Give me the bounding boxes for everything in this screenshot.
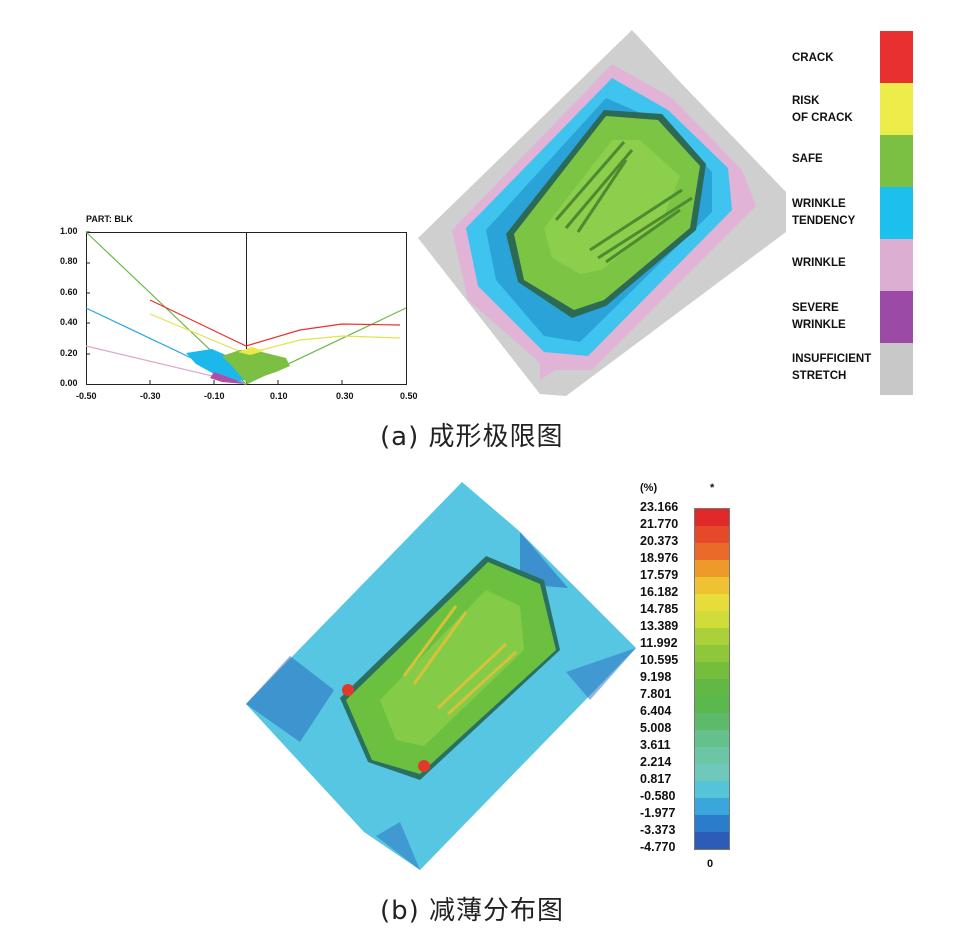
legend-b-value: 10.595	[640, 653, 679, 667]
legend-label-insufficient-stretch: INSUFFICIENT STRETCH	[792, 353, 872, 382]
fld-x-tick: -0.50	[76, 391, 97, 401]
legend-b-value: -1.977	[640, 806, 676, 820]
legend-b-swatch	[695, 696, 729, 713]
fld-x-tick: -0.10	[204, 391, 225, 401]
legend-b-value: -3.373	[640, 823, 676, 837]
caption-a: (a) 成形极限图	[380, 422, 564, 452]
legend-b-colorbar	[694, 508, 730, 850]
legend-swatch-severe-wrinkle	[880, 291, 913, 343]
legend-b-value: 6.404	[640, 704, 672, 718]
legend-b-swatch	[695, 713, 729, 730]
legend-b-value: 11.992	[640, 636, 678, 650]
fld-part-label: PART: BLK	[86, 214, 133, 224]
legend-b-unit: (%)	[640, 482, 658, 494]
legend-swatch-crack	[880, 31, 913, 83]
legend-b-swatch	[695, 798, 729, 815]
legend-b-value: -0.580	[640, 789, 676, 803]
part-b-thinning-map	[246, 482, 636, 870]
legend-swatch-insufficient-stretch	[880, 343, 913, 395]
legend-swatch-safe	[880, 135, 913, 187]
fld-chart: PART: BLK 1.00 0.80 0.60 0.40 0.20 0.00 …	[52, 210, 422, 410]
fld-y-tick: 0.80	[60, 256, 78, 266]
legend-b-value: 16.182	[640, 585, 679, 599]
legend-b-swatch	[695, 577, 729, 594]
fld-y-tick: 0.20	[60, 348, 78, 358]
legend-b-swatch	[695, 560, 729, 577]
legend-b-swatch	[695, 594, 729, 611]
legend-b-swatch	[695, 679, 729, 696]
legend-b-swatch	[695, 832, 729, 849]
legend-swatch-risk-of-crack	[880, 83, 913, 135]
legend-label-severe-wrinkle: SEVERE WRINKLE	[792, 302, 846, 331]
legend-b-swatch	[695, 526, 729, 543]
legend-b-values: 23.166 21.770 20.373 18.976 17.579 16.18…	[640, 500, 700, 857]
legend-b-swatch	[695, 611, 729, 628]
legend-b-value: 21.770	[640, 517, 679, 531]
legend-b-value: 23.166	[640, 500, 679, 514]
legend-b-value: 0.817	[640, 772, 672, 786]
legend-label-wrinkle: WRINKLE	[792, 257, 846, 269]
legend-b-swatch	[695, 662, 729, 679]
legend-swatch-wrinkle	[880, 239, 913, 291]
legend-label-risk-of-crack: RISK OF CRACK	[792, 95, 853, 124]
fld-x-tick: -0.30	[140, 391, 161, 401]
legend-b-value: 18.976	[640, 551, 679, 565]
legend-b-top-mark: *	[710, 482, 715, 494]
legend-b-value: 9.198	[640, 670, 672, 684]
legend-b-swatch	[695, 645, 729, 662]
legend-b-value: 5.008	[640, 721, 672, 735]
fld-y-tick: 1.00	[60, 226, 78, 236]
legend-b-swatch	[695, 628, 729, 645]
part-b-ribs	[402, 605, 518, 716]
fld-x-tick: 0.30	[336, 391, 354, 401]
legend-label-crack: CRACK	[792, 52, 834, 64]
legend-a: CRACK RISK OF CRACK SAFE WRINKLE TENDENC…	[792, 30, 917, 396]
legend-b-bottom-mark: 0	[707, 858, 714, 870]
legend-b-swatch	[695, 764, 729, 781]
legend-b-swatch	[695, 815, 729, 832]
fld-tick-marks	[86, 231, 343, 384]
legend-b-swatch	[695, 730, 729, 747]
caption-b: (b) 减薄分布图	[380, 896, 565, 926]
legend-b-swatch	[695, 781, 729, 798]
legend-label-safe: SAFE	[792, 153, 823, 165]
legend-b-value: 20.373	[640, 534, 679, 548]
fld-y-tick: 0.40	[60, 317, 78, 327]
fld-y-tick: 0.60	[60, 287, 78, 297]
legend-b-value: -4.770	[640, 840, 676, 854]
part-a-formability-map	[418, 30, 786, 396]
legend-a-swatches	[880, 31, 913, 395]
legend-b-value: 17.579	[640, 568, 679, 582]
legend-b-value: 14.785	[640, 602, 679, 616]
legend-swatch-wrinkle-tendency	[880, 187, 913, 239]
fld-y-tick: 0.00	[60, 378, 78, 388]
fld-x-tick: 0.50	[400, 391, 418, 401]
legend-b-value: 3.611	[640, 738, 671, 752]
legend-b-swatch	[695, 509, 729, 526]
fld-x-tick: 0.10	[270, 391, 288, 401]
fld-curve-yellow	[149, 313, 401, 355]
legend-b-value: 13.389	[640, 619, 679, 633]
legend-b-swatch	[695, 747, 729, 764]
part-a-ribs	[554, 141, 693, 264]
legend-b-swatch	[695, 543, 729, 560]
fld-curve-red	[149, 299, 401, 347]
legend-label-wrinkle-tendency: WRINKLE TENDENCY	[792, 198, 856, 227]
legend-b-value: 2.214	[640, 755, 672, 769]
legend-b-value: 7.801	[640, 687, 672, 701]
fld-scatter	[186, 347, 290, 384]
